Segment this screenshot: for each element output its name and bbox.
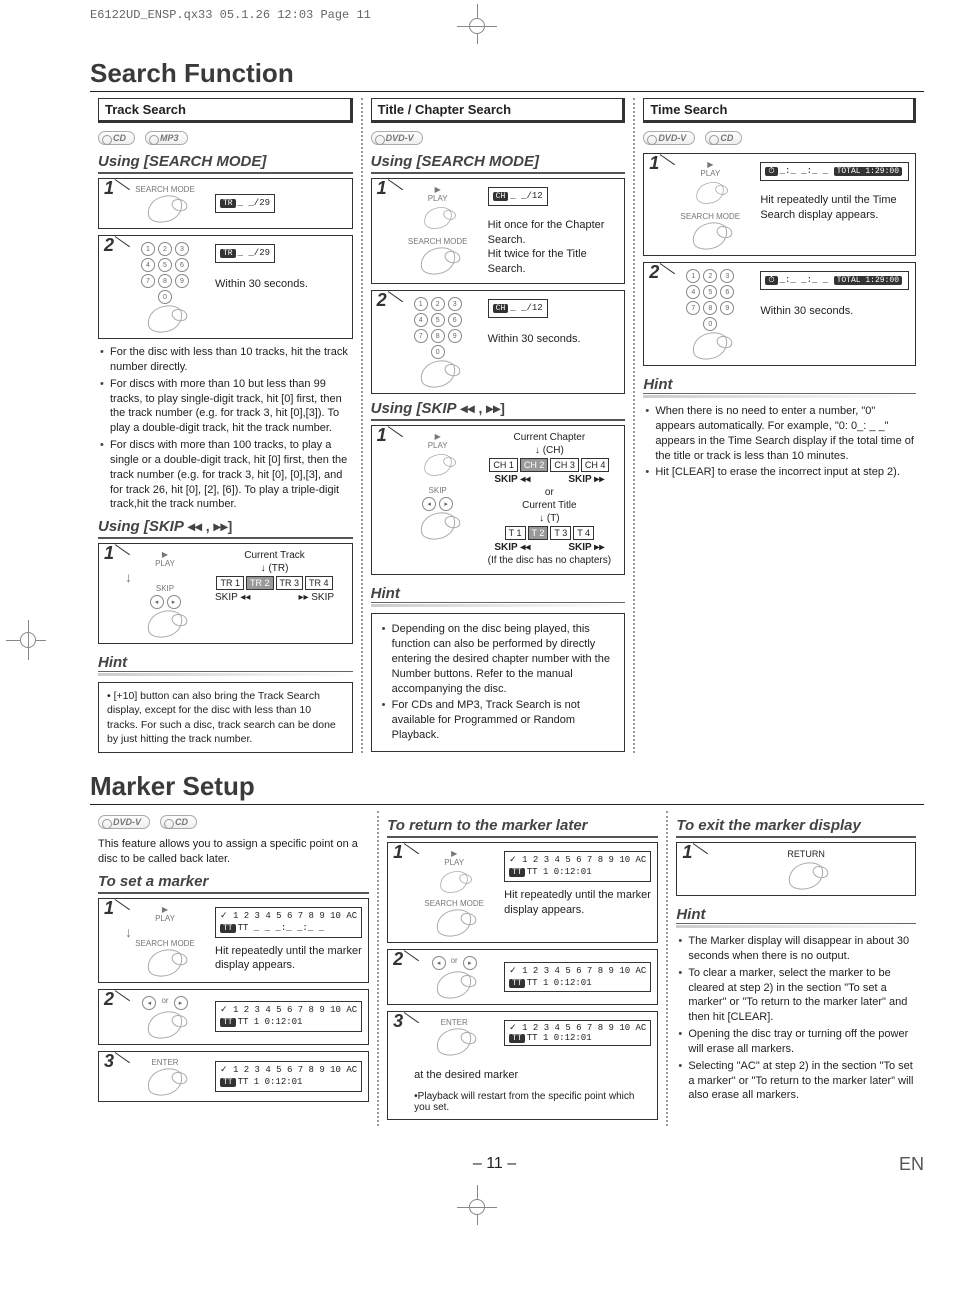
track-notes: For the disc with less than 10 tracks, h… (98, 345, 353, 512)
set-step-3: 3 ENTER ✓ 1 2 3 4 5 6 7 8 9 10 AC TTTT 1… (98, 1051, 369, 1102)
ret-step-2: 2 ◂or▸ ✓ 1 2 3 4 5 6 7 8 9 10 AC TTTT 1 … (387, 949, 658, 1005)
col-time-search: Time Search DVD-V CD 1 ▶PLAY SEARCH MODE… (633, 98, 924, 753)
page-number: – 11 – (90, 1155, 899, 1173)
section-title-marker: Marker Setup (90, 771, 924, 805)
osd-text: _ _/29 (238, 198, 270, 208)
step-number: 1 (97, 542, 121, 566)
btn-label-searchmode: SEARCH MODE (125, 185, 205, 194)
step-number: 1 (370, 424, 394, 448)
tc-skip-step: 1 ▶PLAY SKIP ◂▸ Current Chapter ↓ (CH) C… (371, 425, 626, 575)
step-number: 2 (642, 261, 666, 285)
skip-icons: ◂◂ , ▸▸] (188, 518, 232, 535)
ret-step-1: 1 ▶PLAY SEARCH MODE ✓ 1 2 3 4 5 6 7 8 9 … (387, 842, 658, 943)
col-marker-return: To return to the marker later 1 ▶PLAY SE… (377, 811, 666, 1126)
subhead-set-marker: To set a marker (98, 873, 369, 894)
step-number: 1 (642, 152, 666, 176)
set-step-2: 2 ◂or▸ ✓ 1 2 3 4 5 6 7 8 9 10 AC TTTT 1 … (98, 989, 369, 1045)
col-title-chapter: Title / Chapter Search DVD-V Using [SEAR… (361, 98, 634, 753)
step-number: 1 (97, 177, 121, 201)
track-step-2: 2 123 456 789 0 TR_ _/29 Within 30 secon… (98, 235, 353, 339)
section-title-search: Search Function (90, 58, 924, 92)
subhead-return-marker: To return to the marker later (387, 817, 658, 838)
search-columns: Track Search CD MP3 Using [SEARCH MODE] … (90, 98, 924, 753)
set-step-1: 1 ▶PLAY ↓ SEARCH MODE ✓ 1 2 3 4 5 6 7 8 … (98, 898, 369, 983)
marker-columns: DVD-V CD This feature allows you to assi… (90, 811, 924, 1126)
tc-step-1: 1 ▶PLAY SEARCH MODE CH_ _/12 Hit once fo… (371, 178, 626, 284)
step-number: 2 (370, 289, 394, 313)
hint-label: Hint (643, 376, 916, 394)
subhead-skip-2: Using [SKIP ◂◂ , ▸▸] (371, 400, 626, 421)
time-step-1: 1 ▶PLAY SEARCH MODE ⏱_:_ _:_ _ TOTAL 1:2… (643, 153, 916, 256)
marker-intro: This feature allows you to assign a spec… (98, 837, 369, 867)
step-number: 1 (370, 177, 394, 201)
hint-label: Hint (98, 654, 353, 672)
badge-dvdv: DVD-V (371, 131, 423, 145)
badge-dvdv: DVD-V (98, 815, 150, 829)
language-code: EN (899, 1154, 924, 1175)
badge-cd: CD (705, 131, 742, 145)
ret-step-3: 3 ENTER ✓ 1 2 3 4 5 6 7 8 9 10 AC TTTT 1… (387, 1011, 658, 1120)
badge-cd: CD (98, 131, 135, 145)
note-item: For discs with more than 100 tracks, to … (110, 438, 353, 512)
track-step-1: 1 SEARCH MODE TR_ _/29 (98, 178, 353, 229)
col-track-search: Track Search CD MP3 Using [SEARCH MODE] … (90, 98, 361, 753)
header-time-search: Time Search (643, 98, 916, 123)
header-title-chapter: Title / Chapter Search (371, 98, 626, 123)
col-marker-exit: To exit the marker display 1 RETURN Hint… (666, 811, 924, 1126)
hint-label: Hint (371, 585, 626, 603)
hint-track: • [+10] button can also bring the Track … (98, 682, 353, 753)
header-track-search: Track Search (98, 98, 353, 123)
caption-within30: Within 30 seconds. (488, 332, 619, 347)
hint-label: Hint (676, 906, 916, 924)
osd-tag: TR (220, 249, 236, 258)
label-current-track: Current Track (244, 550, 305, 561)
desc-hit-repeatedly: Hit repeatedly until the Time Search dis… (760, 193, 909, 223)
col-marker-set: DVD-V CD This feature allows you to assi… (90, 811, 377, 1126)
osd-text: _ _/29 (238, 248, 270, 258)
hint-tc: Depending on the disc being played, this… (371, 613, 626, 752)
note-item: For discs with more than 10 but less tha… (110, 377, 353, 436)
subhead-searchmode-1: Using [SEARCH MODE] (98, 153, 353, 174)
tc-step-2: 2 123 456 789 0 CH_ _/12 Within 30 secon… (371, 290, 626, 394)
badge-mp3: MP3 (145, 131, 188, 145)
time-step-2: 2 123 456 789 0 ⏱_:_ _:_ _ TOTAL 1:29:00… (643, 262, 916, 366)
subhead-searchmode-2: Using [SEARCH MODE] (371, 153, 626, 174)
label-return: RETURN (703, 849, 909, 859)
hint-time: When there is no need to enter a number,… (643, 404, 916, 480)
caption-within30: Within 30 seconds. (215, 277, 346, 292)
exit-step-1: 1 RETURN (676, 842, 916, 896)
subhead-exit-marker: To exit the marker display (676, 817, 916, 838)
track-skip-step: 1 ▶PLAY ↓ SKIP ◂▸ Current Track ↓ (TR) T… (98, 543, 353, 644)
badge-cd: CD (160, 815, 197, 829)
print-job-header: E6122UD_ENSP.qx33 05.1.26 12:03 Page 11 (90, 8, 924, 22)
step-number: 2 (97, 234, 121, 258)
hint-marker: The Marker display will disappear in abo… (676, 934, 916, 1103)
desc-hit-once-twice: Hit once for the Chapter Search. Hit twi… (488, 218, 619, 277)
osd-tag: TR (220, 199, 236, 208)
subhead-skip-1: Using [SKIP ◂◂ , ▸▸] (98, 518, 353, 539)
badge-dvdv: DVD-V (643, 131, 695, 145)
note-item: For the disc with less than 10 tracks, h… (110, 345, 353, 375)
no-chapters-note: (If the disc has no chapters) (488, 555, 611, 566)
